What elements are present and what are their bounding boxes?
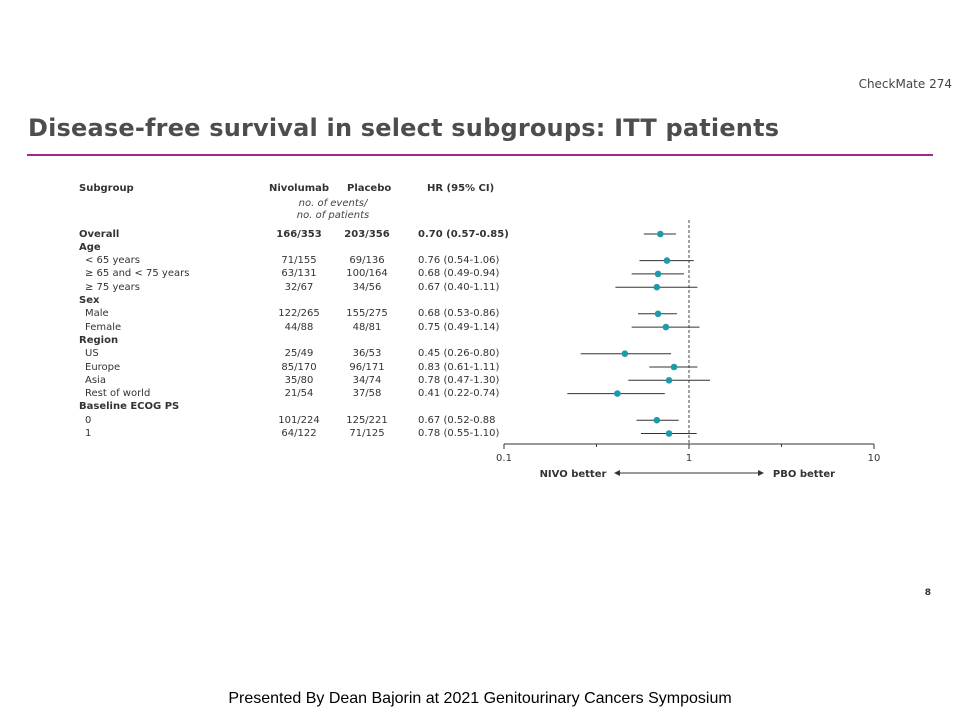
subgroup-label: ≥ 75 years <box>85 281 140 293</box>
table-row: 1 64/122 71/125 0.78 (0.55-1.10) <box>0 427 960 440</box>
hr-point <box>654 310 662 318</box>
col-header-subgroup: Subgroup <box>79 183 134 194</box>
presenter-footer: Presented By Dean Bajorin at 2021 Genito… <box>228 690 732 707</box>
table-row: Europe 85/170 96/171 0.83 (0.61-1.11) <box>0 361 960 374</box>
subgroup-label: Baseline ECOG PS <box>79 401 180 413</box>
hr-ci-text: 0.67 (0.52-0.88 <box>418 414 496 426</box>
hr-point <box>614 390 621 397</box>
subgroup-label: Rest of world <box>85 388 151 400</box>
table-row: Male 122/265 155/275 0.68 (0.53-0.86) <box>0 307 960 320</box>
table-row: ≥ 65 and < 75 years 63/131 100/164 0.68 (0.… <box>0 267 960 280</box>
subgroup-label: 0 <box>85 414 92 426</box>
placebo-events: 71/125 <box>349 428 385 439</box>
placebo-events: 155/275 <box>346 308 388 320</box>
subgroup-header-row: Sex <box>0 294 960 307</box>
subgroup-header-row: Age <box>0 241 960 254</box>
table-row: 0 101/224 125/221 0.67 (0.52-0.88 <box>0 414 960 427</box>
hr-point <box>621 350 629 358</box>
subgroup-label: Europe <box>85 361 121 373</box>
col-header-nivolumab: Nivolumab <box>269 183 330 194</box>
hr-point <box>665 430 673 437</box>
nivolumab-events: 101/224 <box>278 414 320 426</box>
x-tick-label: 10 <box>868 453 881 464</box>
placebo-events: 36/53 <box>352 348 382 360</box>
placebo-events: 34/74 <box>352 374 382 386</box>
subgroup-label: Sex <box>79 295 100 306</box>
subgroup-label: Female <box>85 321 122 333</box>
subgroup-header-row: Region <box>0 334 960 347</box>
col-subheader-events: no. of events/ <box>298 198 368 209</box>
placebo-events: 37/58 <box>352 388 382 400</box>
hr-point <box>670 363 678 371</box>
table-row: Rest of world 21/54 37/58 0.41 (0.22-0.74) <box>0 387 960 400</box>
nivolumab-events: 44/88 <box>284 321 314 333</box>
placebo-events: 96/171 <box>349 361 385 373</box>
subgroup-label: 1 <box>85 428 92 439</box>
nivolumab-events: 25/49 <box>284 348 314 360</box>
hr-point <box>653 283 661 291</box>
hr-point <box>653 416 661 424</box>
hr-ci-text: 0.78 (0.47-1.30) <box>418 374 500 386</box>
nivolumab-events: 166/353 <box>276 228 322 240</box>
table-row: Asia 35/80 34/74 0.78 (0.47-1.30) <box>0 374 960 387</box>
subgroup-label: Age <box>79 241 101 253</box>
table-row: < 65 years 71/155 69/136 0.76 (0.54-1.06) <box>0 254 960 267</box>
arrow-left-icon <box>614 470 620 476</box>
placebo-events: 203/356 <box>344 228 390 240</box>
table-row: US 25/49 36/53 0.45 (0.26-0.80) <box>0 347 960 360</box>
table-row: ≥ 75 years 32/67 34/56 0.67 (0.40-1.11) <box>0 281 960 294</box>
placebo-events: 48/81 <box>352 321 382 333</box>
hr-point <box>662 323 670 331</box>
nivolumab-events: 63/131 <box>281 268 317 280</box>
nivolumab-events: 71/155 <box>281 255 317 267</box>
subgroup-label: Region <box>79 334 119 346</box>
hr-point <box>657 230 664 238</box>
subgroup-label: < 65 years <box>85 255 140 267</box>
hr-ci-text: 0.68 (0.49-0.94) <box>418 268 500 280</box>
study-tag: CheckMate 274 <box>858 77 952 91</box>
hr-point <box>654 270 662 278</box>
arrow-right-icon <box>758 470 764 476</box>
page-number: 8 <box>924 588 931 598</box>
nivolumab-events: 35/80 <box>284 374 314 386</box>
hr-point <box>663 257 671 264</box>
subgroup-label: US <box>85 348 99 360</box>
nivo-better-label: NIVO better <box>540 469 607 480</box>
nivolumab-events: 21/54 <box>284 388 314 400</box>
page-title: Disease-free survival in select subgroup… <box>28 114 780 142</box>
pbo-better-label: PBO better <box>773 469 835 480</box>
nivolumab-events: 122/265 <box>278 308 320 320</box>
hr-ci-text: 0.76 (0.54-1.06) <box>418 255 500 267</box>
placebo-events: 34/56 <box>352 281 382 293</box>
nivolumab-events: 32/67 <box>284 281 314 293</box>
table-row: Overall 166/353 203/356 0.70 (0.57-0.85) <box>0 228 960 241</box>
hr-ci-text: 0.78 (0.55-1.10) <box>418 428 500 439</box>
hr-point <box>665 377 673 384</box>
hr-ci-text: 0.75 (0.49-1.14) <box>418 321 500 333</box>
nivolumab-events: 64/122 <box>281 428 317 439</box>
placebo-events: 125/221 <box>346 414 388 426</box>
subgroup-label: Male <box>85 308 109 320</box>
subgroup-label: Asia <box>85 374 106 386</box>
col-header-hr: HR (95% CI) <box>427 183 495 194</box>
subgroup-label: Overall <box>79 228 120 240</box>
hr-ci-text: 0.68 (0.53-0.86) <box>418 308 500 320</box>
x-tick-label: 0.1 <box>496 453 512 464</box>
hr-ci-text: 0.41 (0.22-0.74) <box>418 388 500 400</box>
placebo-events: 69/136 <box>349 255 385 267</box>
subgroup-label: ≥ 65 and < 75 years <box>85 268 190 280</box>
hr-ci-text: 0.83 (0.61-1.11) <box>418 361 500 373</box>
hr-ci-text: 0.67 (0.40-1.11) <box>418 281 500 293</box>
table-row: Female 44/88 48/81 0.75 (0.49-1.14) <box>0 321 960 334</box>
subgroup-header-row: Baseline ECOG PS <box>0 400 960 413</box>
title-divider <box>27 154 933 156</box>
nivolumab-events: 85/170 <box>281 361 317 373</box>
col-header-placebo: Placebo <box>347 183 392 194</box>
hr-ci-text: 0.70 (0.57-0.85) <box>418 228 509 240</box>
placebo-events: 100/164 <box>346 268 388 280</box>
hr-ci-text: 0.45 (0.26-0.80) <box>418 348 500 360</box>
x-tick-label: 1 <box>686 453 692 464</box>
col-subheader-patients: no. of patients <box>296 210 370 221</box>
